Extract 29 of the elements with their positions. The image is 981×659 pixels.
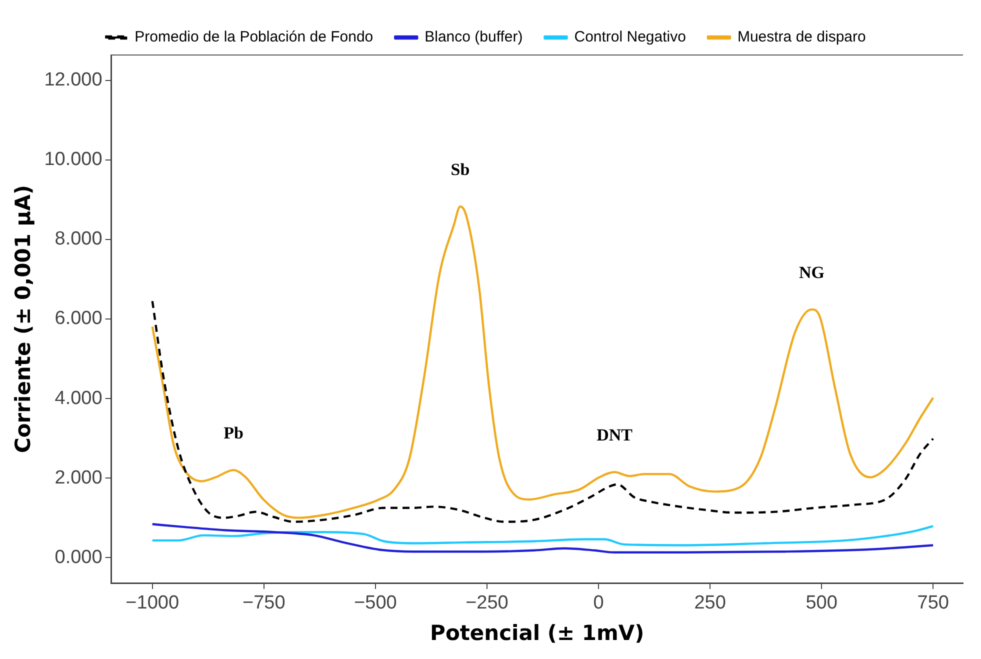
x-tick-label: 500 xyxy=(806,592,838,614)
y-tick-label: 12.000 xyxy=(44,70,102,91)
line-series xyxy=(151,525,934,546)
annotation: Pb xyxy=(224,423,244,442)
legend-label: Blanco (buffer) xyxy=(424,28,523,46)
x-tick-label: −1000 xyxy=(126,592,180,614)
annotation: Sb xyxy=(450,160,470,179)
y-axis-title: Corriente (± 0,001 µA) xyxy=(11,184,36,454)
legend-label: Control Negativo xyxy=(574,28,686,46)
x-tick-label: −500 xyxy=(354,592,397,614)
y-tick-label: 4.000 xyxy=(54,388,102,409)
x-tick-label: 0 xyxy=(593,592,604,614)
y-tick-label: 2.000 xyxy=(54,467,102,488)
line-series xyxy=(151,300,934,523)
line-series xyxy=(151,205,934,519)
legend-label: Promedio de la Población de Fondo xyxy=(134,28,374,46)
line-series xyxy=(151,523,934,554)
legend-label: Muestra de disparo xyxy=(737,28,866,46)
y-tick-label: 10.000 xyxy=(44,149,102,170)
x-tick-label: −750 xyxy=(242,592,286,614)
y-tick-label: 6.000 xyxy=(54,308,102,330)
x-tick-label: 750 xyxy=(917,592,949,614)
annotation: DNT xyxy=(596,425,634,444)
x-tick-label: 250 xyxy=(694,592,726,614)
y-tick-label: 0.000 xyxy=(54,546,102,568)
y-tick-label: 8.000 xyxy=(54,228,102,250)
annotation: NG xyxy=(799,262,825,282)
x-tick-label: −250 xyxy=(466,592,508,614)
x-axis-title: Potencial (± 1mV) xyxy=(430,620,644,645)
